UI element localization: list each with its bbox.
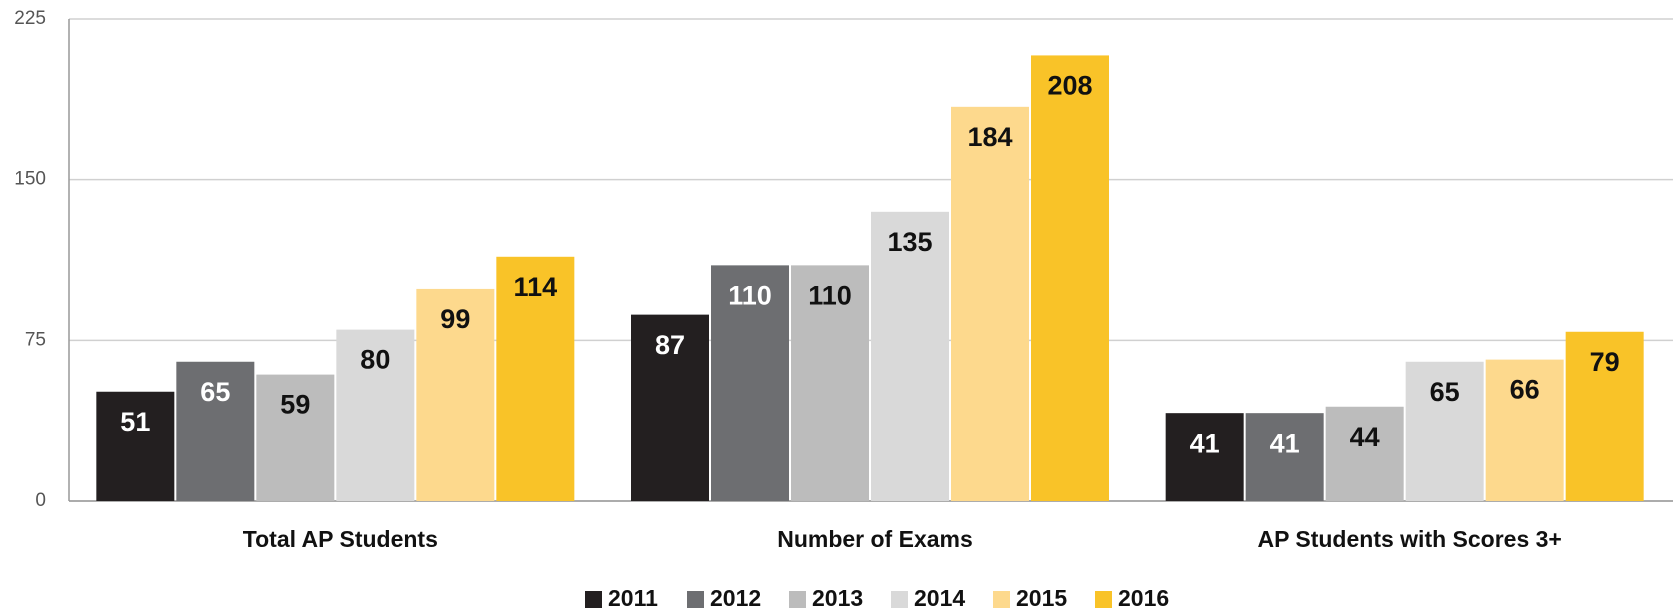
bar bbox=[1405, 361, 1484, 501]
bar bbox=[1325, 406, 1404, 501]
value-label: 208 bbox=[1047, 71, 1092, 101]
value-label: 110 bbox=[728, 280, 772, 310]
value-label: 44 bbox=[1350, 422, 1380, 452]
x-tick-label: AP Students with Scores 3+ bbox=[1257, 526, 1561, 552]
bar bbox=[871, 211, 949, 502]
y-tick-label: 0 bbox=[35, 490, 46, 511]
bar bbox=[951, 106, 1029, 501]
value-label: 135 bbox=[887, 227, 932, 257]
bar bbox=[791, 265, 869, 501]
legend-swatch bbox=[1095, 591, 1112, 608]
bar bbox=[711, 265, 789, 501]
bar bbox=[1485, 359, 1564, 501]
legend-label: 2012 bbox=[710, 585, 761, 611]
legend-label: 2015 bbox=[1016, 585, 1067, 611]
legend-label: 2016 bbox=[1118, 585, 1169, 611]
legend-swatch bbox=[789, 591, 806, 608]
value-label: 110 bbox=[808, 280, 852, 310]
value-label: 87 bbox=[655, 330, 685, 360]
x-tick-label: Total AP Students bbox=[243, 526, 438, 552]
value-label: 65 bbox=[1430, 377, 1460, 407]
legend-swatch bbox=[585, 591, 602, 608]
bar bbox=[1565, 331, 1644, 501]
bar bbox=[96, 391, 175, 501]
value-label: 41 bbox=[1190, 428, 1220, 458]
bar bbox=[176, 361, 255, 501]
bar bbox=[256, 374, 335, 501]
bar bbox=[416, 288, 495, 501]
legend-swatch bbox=[993, 591, 1010, 608]
value-label: 79 bbox=[1590, 347, 1620, 377]
x-tick-label: Number of Exams bbox=[777, 526, 973, 552]
bar bbox=[496, 256, 575, 501]
value-label: 99 bbox=[440, 304, 470, 334]
value-label: 51 bbox=[120, 407, 150, 437]
value-label: 114 bbox=[514, 272, 558, 302]
value-label: 80 bbox=[360, 345, 390, 375]
legend-label: 2013 bbox=[812, 585, 863, 611]
value-label: 184 bbox=[967, 122, 1012, 152]
value-label: 41 bbox=[1270, 428, 1300, 458]
y-tick-label: 225 bbox=[14, 8, 46, 29]
y-tick-label: 150 bbox=[14, 169, 46, 190]
y-tick-label: 75 bbox=[25, 329, 46, 350]
value-label: 66 bbox=[1510, 375, 1540, 405]
bar bbox=[1031, 55, 1109, 501]
value-label: 65 bbox=[200, 377, 230, 407]
legend-label: 2014 bbox=[914, 585, 965, 611]
bar bbox=[631, 314, 709, 501]
bar bbox=[1165, 413, 1244, 501]
value-label: 59 bbox=[280, 390, 310, 420]
legend-swatch bbox=[687, 591, 704, 608]
legend-label: 2011 bbox=[608, 585, 658, 611]
bar bbox=[336, 329, 415, 501]
bar bbox=[1245, 413, 1324, 501]
legend-swatch bbox=[891, 591, 908, 608]
